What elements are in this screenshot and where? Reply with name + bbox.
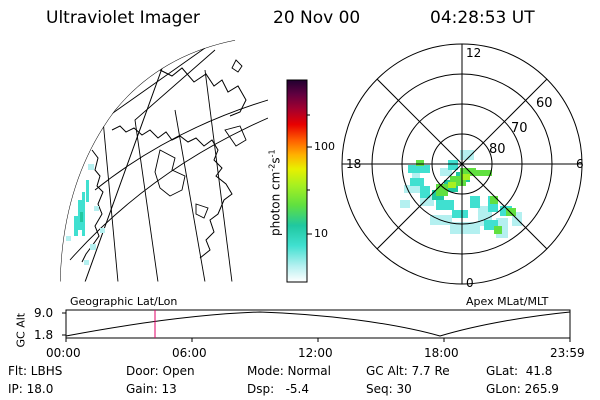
altitude-ylabel: GC Alt	[14, 312, 28, 348]
gain-info: Gain: 13	[126, 382, 177, 396]
color-bar	[286, 79, 312, 283]
filter-info: Flt: LBHS	[8, 364, 63, 378]
polar-plot	[341, 43, 583, 285]
colorbar-unit-label: photon cm-2s-1	[254, 137, 283, 257]
time-tick-1200: 12:00	[298, 346, 333, 360]
glon-info: GLon: 265.9	[486, 382, 559, 396]
gc-alt-info: GC Alt: 7.7 Re	[366, 364, 450, 378]
mlat-label-80: 80	[489, 142, 506, 157]
altitude-plot	[62, 309, 571, 342]
altitude-ytick-low: 1.8	[34, 328, 54, 342]
colorbar-tick-100: 100	[314, 140, 335, 153]
mlt-label-6: 6	[576, 157, 584, 171]
apex-projection-label: Apex MLat/MLT	[466, 295, 549, 308]
colorbar-unit-s-exp: -1	[267, 149, 277, 158]
color-bar-scale	[286, 79, 308, 283]
seq-info: Seq: 30	[366, 382, 412, 396]
mlat-label-70: 70	[511, 121, 528, 136]
mlt-label-12: 12	[466, 46, 482, 60]
colorbar-unit-exp: -2	[267, 163, 277, 172]
ip-info: IP: 18.0	[8, 382, 54, 396]
dsp-info: Dsp: -5.4	[247, 382, 310, 396]
glat-info: GLat: 41.8	[486, 364, 553, 378]
altitude-ytick-high: 9.0	[34, 306, 54, 320]
altitude-curve	[65, 311, 571, 337]
door-info: Door: Open	[126, 364, 195, 378]
colorbar-unit-s: s	[268, 157, 283, 164]
observation-time: 04:28:53 UT	[430, 8, 535, 28]
mlat-label-60: 60	[536, 96, 553, 111]
altitude-plot-frame	[65, 309, 571, 339]
geographic-map	[60, 40, 268, 282]
mlt-label-0: 0	[466, 276, 474, 290]
time-tick-1800: 18:00	[424, 346, 459, 360]
mode-info: Mode: Normal	[247, 364, 331, 378]
colorbar-tick-10: 10	[314, 227, 328, 240]
instrument-title: Ultraviolet Imager	[46, 8, 200, 28]
time-tick-0600: 06:00	[172, 346, 207, 360]
geographic-projection-label: Geographic Lat/Lon	[70, 295, 178, 308]
time-tick-2359: 23:59	[550, 346, 585, 360]
observation-date: 20 Nov 00	[273, 8, 361, 28]
colorbar-unit-text: photon cm	[268, 171, 283, 236]
time-tick-0000: 00:00	[46, 346, 81, 360]
mlt-label-18: 18	[346, 157, 362, 171]
